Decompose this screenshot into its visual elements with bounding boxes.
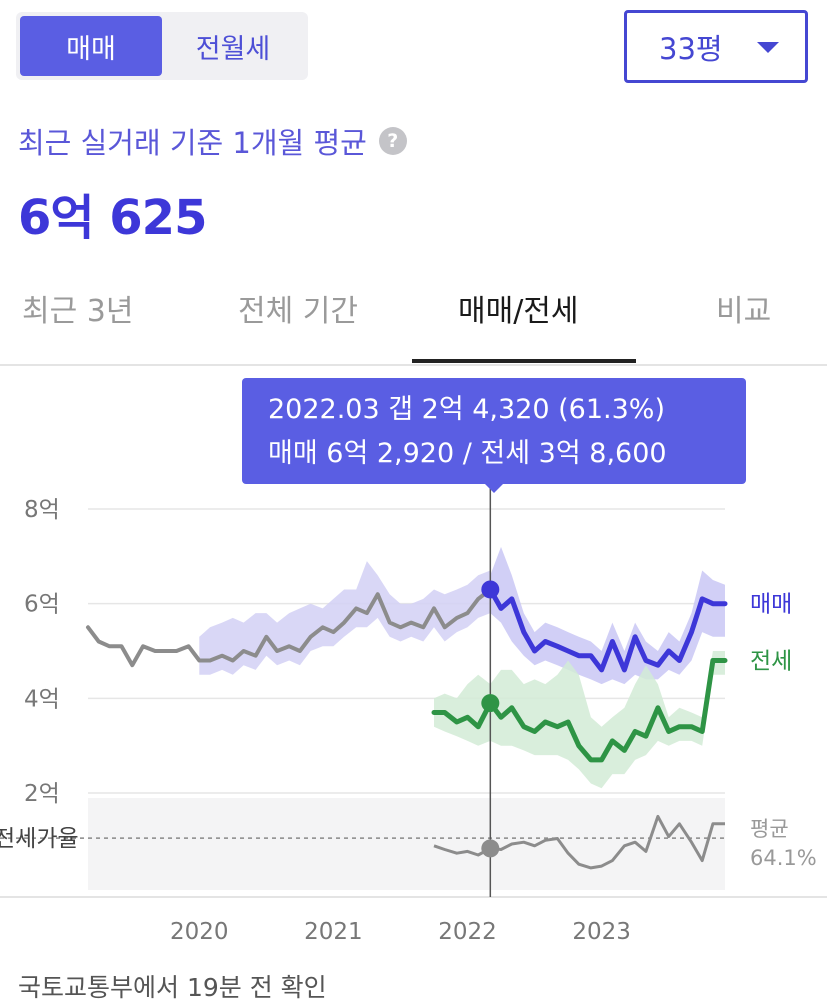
- tab-compare[interactable]: 비교: [716, 294, 772, 329]
- x-tick-label: 2021: [304, 919, 363, 945]
- ratio-average-label: 평균: [750, 817, 789, 841]
- series-label-sale: 매매: [750, 592, 792, 618]
- tooltip-price-line: 매매 6억 2,920 / 전세 3억 8,600: [268, 438, 667, 469]
- average-price-subtitle: 최근 실거래 기준 1개월 평균 ?: [18, 120, 407, 162]
- data-source-note: 국토교통부에서 19분 전 확인: [18, 973, 327, 1002]
- y-tick-label: 8억: [24, 497, 60, 523]
- average-price-label: 최근 실거래 기준 1개월 평균: [18, 126, 367, 160]
- tab-sale-jeonse[interactable]: 매매/전세: [458, 294, 579, 329]
- y-tick-label: 4억: [24, 686, 60, 712]
- cursor-marker-sale: [481, 580, 500, 599]
- y-tick-label: 2억: [24, 781, 60, 807]
- cursor-marker-jeonse: [481, 694, 500, 713]
- series-line-0: [487, 587, 728, 673]
- tooltip-arrow: [484, 483, 504, 493]
- series-line-1: [431, 658, 728, 763]
- ratio-average-value: 64.1%: [750, 846, 817, 870]
- x-tick-label: 2020: [170, 919, 229, 945]
- chevron-down-icon: [757, 42, 779, 53]
- ratio-line: [433, 814, 725, 870]
- trade-type-toggle: 매매 전월세: [16, 12, 308, 80]
- chart-tooltip: 2022.03 갭 2억 4,320 (61.3%) 매매 6억 2,920 /…: [242, 378, 746, 484]
- help-icon[interactable]: ?: [378, 127, 407, 155]
- active-tab-indicator: [412, 359, 636, 363]
- series-band-2: [199, 561, 491, 675]
- x-tick-label: 2022: [438, 919, 497, 945]
- area-size-select[interactable]: 33평: [624, 10, 808, 83]
- tooltip-gap-line: 2022.03 갭 2억 4,320 (61.3%): [268, 394, 665, 425]
- series-band-1: [434, 651, 725, 789]
- chart-period-tabs: 최근 3년 전체 기간 매매/전세 비교: [0, 270, 827, 366]
- tab-all-period[interactable]: 전체 기간: [238, 294, 358, 329]
- toggle-rent-button[interactable]: 전월세: [195, 33, 271, 65]
- toggle-sale-button[interactable]: 매매: [20, 16, 162, 76]
- ratio-panel-bg: [88, 798, 725, 890]
- series-band-0: [490, 546, 725, 685]
- y-tick-label: 6억: [24, 592, 60, 618]
- series-line-2: [86, 587, 493, 668]
- tab-recent-3-years[interactable]: 최근 3년: [22, 294, 134, 329]
- area-size-value: 33평: [659, 31, 723, 66]
- average-price-value: 6억 625: [18, 190, 207, 246]
- series-label-jeonse: 전세: [750, 648, 792, 674]
- cursor-marker-ratio: [481, 839, 500, 858]
- ratio-label: 전세가율: [0, 826, 79, 852]
- x-tick-label: 2023: [572, 919, 631, 945]
